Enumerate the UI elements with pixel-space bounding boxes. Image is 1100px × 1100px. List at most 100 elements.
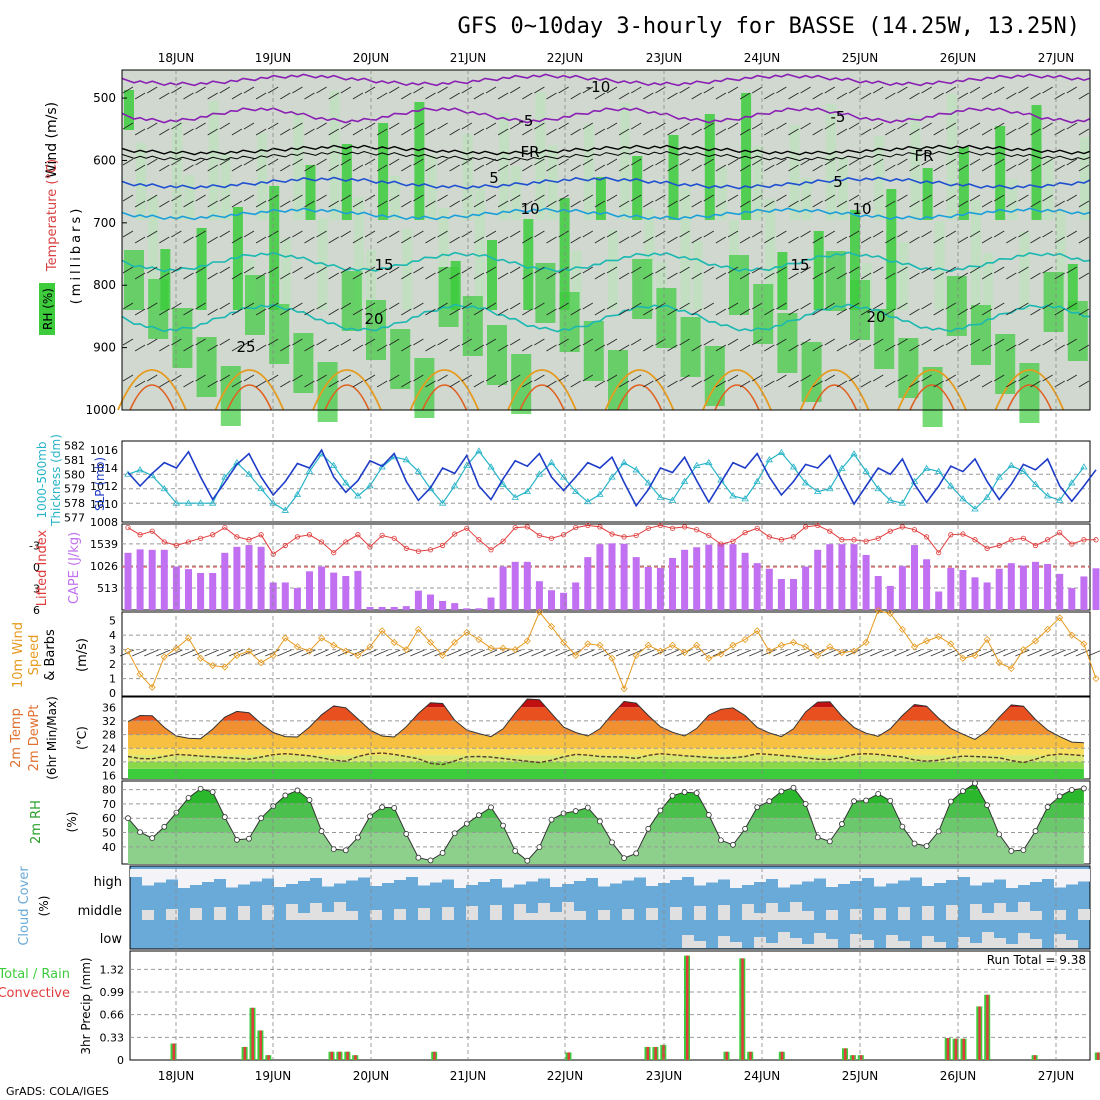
li-marker <box>730 538 736 544</box>
wind10m-barb <box>531 649 546 657</box>
wind-barb <box>679 338 690 346</box>
temperature-contour <box>1006 384 1053 411</box>
wind-barb <box>897 302 908 310</box>
wind-barb <box>872 266 884 274</box>
wind-barb <box>606 122 618 130</box>
cloud-block-low <box>814 933 826 948</box>
wind-barb <box>364 86 376 94</box>
wind-barb <box>304 92 315 100</box>
rh-marker <box>185 794 192 801</box>
wind-barb <box>558 86 569 94</box>
li-line <box>127 524 1096 555</box>
wind-barb <box>715 380 727 388</box>
wind-speed-marker <box>596 641 604 649</box>
wind-barb <box>449 308 460 316</box>
wind-barb <box>497 200 509 208</box>
li-marker <box>766 534 772 540</box>
wind-barb <box>473 308 485 316</box>
wind-speed-marker <box>814 651 822 660</box>
li-marker <box>960 531 966 537</box>
wind-barb <box>425 92 436 100</box>
li-marker <box>718 541 724 547</box>
wind-speed-marker <box>293 643 301 651</box>
wind-barb <box>836 236 848 244</box>
contour-label: 20 <box>866 308 885 326</box>
wind-barb <box>957 380 969 388</box>
precip-axis: 1.320.990.660.330 <box>100 963 125 1067</box>
cape-bar <box>717 543 725 610</box>
wind-barb <box>788 92 799 100</box>
rh-blob <box>172 308 193 368</box>
rh-marker <box>379 804 386 811</box>
wind-barb <box>969 230 981 238</box>
wind-barb <box>1042 302 1053 310</box>
cloud-block-high <box>946 869 958 880</box>
wind-barb <box>643 92 654 100</box>
wind10m-barb <box>325 649 340 657</box>
precip-bar-convective <box>749 1051 752 1060</box>
wind-barb <box>582 194 594 202</box>
wind-barb <box>401 92 412 100</box>
wind-barb <box>715 164 727 172</box>
wind-barb <box>921 86 932 94</box>
li-marker <box>996 542 1002 549</box>
wind-speed-marker <box>378 627 386 635</box>
wind-speed-marker <box>414 625 422 633</box>
contour-label: -10 <box>586 78 611 96</box>
cloud-block-mid <box>598 910 610 920</box>
wind-barb <box>703 158 715 166</box>
wind-barb <box>340 158 352 166</box>
rh-marker <box>839 821 845 827</box>
wind-barb <box>1042 230 1053 238</box>
cape-bar <box>1056 573 1064 610</box>
wind-barb <box>183 272 194 280</box>
cape-bar <box>1044 563 1052 610</box>
wind-barb <box>473 128 485 136</box>
wind-barb <box>691 200 702 208</box>
rh-marker <box>221 814 228 820</box>
wind-barb <box>340 86 352 94</box>
cape-bar <box>584 557 592 610</box>
wind-barb <box>848 194 860 202</box>
contour-label: FR <box>520 143 539 161</box>
wind10m-barb <box>313 649 328 657</box>
wind-barb <box>485 374 497 382</box>
wind-barb <box>280 128 291 136</box>
cloud-block-high <box>226 869 238 888</box>
wind-barb <box>582 86 594 94</box>
cloud-block-mid <box>1006 912 1018 920</box>
wind-barb <box>679 122 690 130</box>
wind-speed-marker <box>124 647 132 655</box>
wind10m-barb <box>615 649 631 657</box>
precip-bar-convective <box>267 1055 270 1060</box>
cape-bar <box>814 549 822 610</box>
wind-barb <box>437 194 448 202</box>
wind-barb <box>134 236 146 244</box>
rh-marker <box>391 805 398 811</box>
rh-blob <box>172 122 183 220</box>
li-marker <box>222 524 228 531</box>
slp-lines <box>124 447 1097 513</box>
wind-barb <box>134 92 146 100</box>
wind-barb <box>1078 272 1090 280</box>
thickness-tick-label: 580 <box>64 468 85 481</box>
rh-marker <box>1032 828 1039 834</box>
cloud-block-mid <box>346 911 358 920</box>
wind-barb <box>715 272 727 280</box>
wind-barb <box>993 194 1005 202</box>
thickness-marker <box>499 480 507 487</box>
wind-barb <box>159 308 170 316</box>
wind-barb <box>352 200 364 208</box>
wind-barb <box>776 230 787 238</box>
li-marker <box>536 532 543 539</box>
wind-barb <box>1018 302 1029 310</box>
wind-barb <box>812 92 823 100</box>
wind-barb <box>292 230 303 238</box>
wind-barb <box>860 272 872 280</box>
wind-barb <box>243 374 255 382</box>
rh-blob <box>608 230 618 310</box>
cape-bar <box>656 567 664 610</box>
wind10m-barb <box>1003 649 1018 657</box>
wind-barb <box>909 380 920 388</box>
